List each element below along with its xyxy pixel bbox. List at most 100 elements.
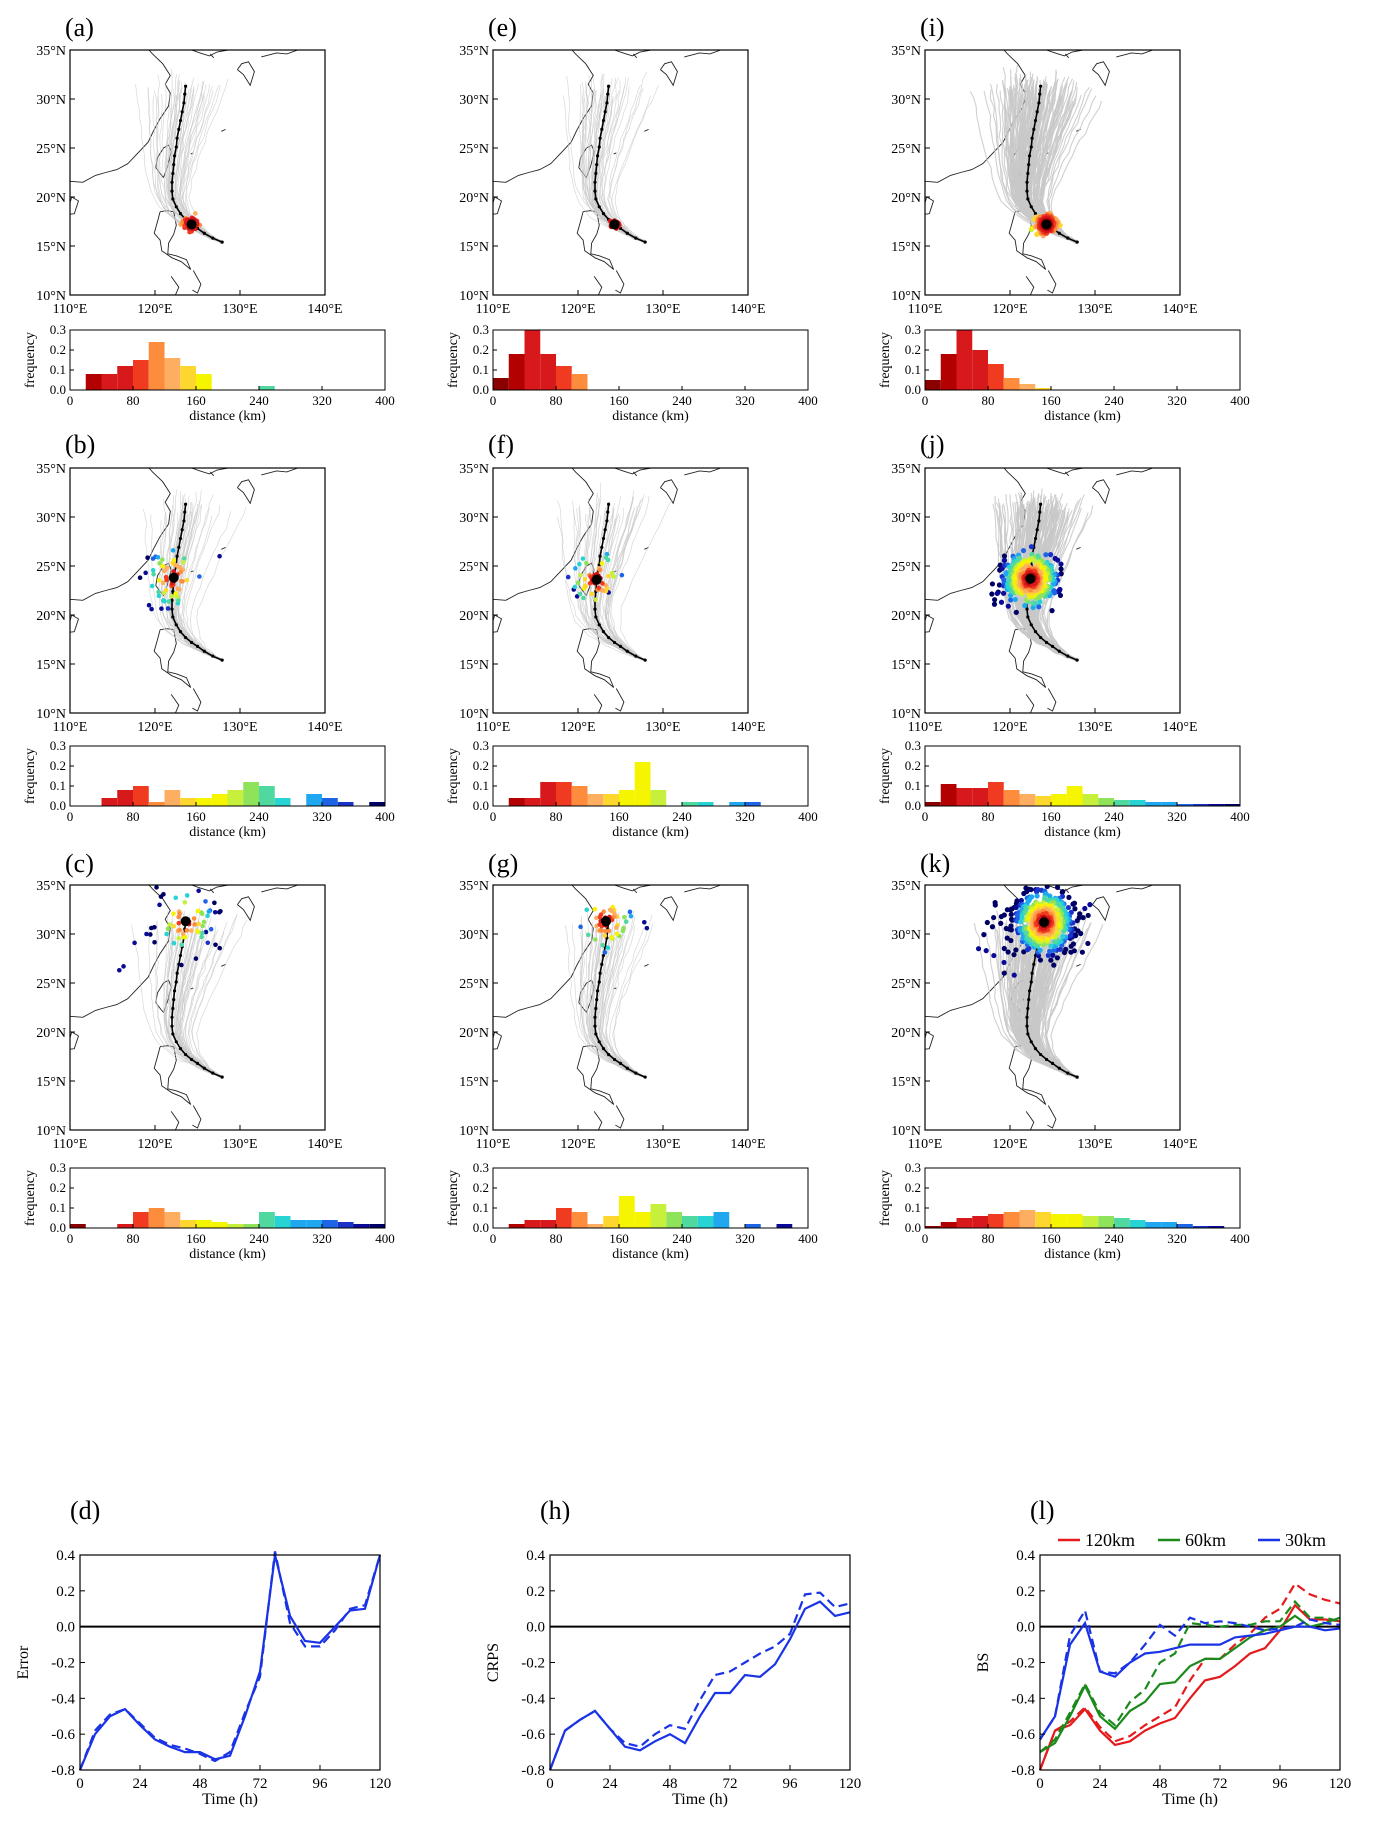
ensemble-track — [150, 514, 223, 660]
histogram-bar — [1019, 794, 1036, 806]
ensemble-position — [578, 572, 583, 578]
ensemble-position — [1048, 943, 1054, 949]
histogram-bar — [925, 802, 941, 806]
histogram-bar — [1066, 786, 1083, 806]
histogram-bar — [650, 1204, 667, 1228]
histogram-bar — [682, 1216, 698, 1228]
best-track-point — [607, 84, 611, 88]
best-track-point — [1027, 998, 1031, 1002]
histogram-bar — [925, 1226, 941, 1228]
y-tick-label: -0.8 — [51, 1763, 75, 1779]
best-track-point — [597, 980, 601, 984]
x-axis-label: Time (h) — [202, 1791, 258, 1808]
coastline — [660, 479, 678, 505]
y-tick-label: 30°N — [459, 511, 489, 526]
ensemble-track — [182, 916, 223, 1077]
hist-x-tick-label: 400 — [1230, 809, 1250, 824]
histogram-frame — [492, 1167, 809, 1229]
ensemble-track — [605, 910, 646, 1077]
hist-x-tick-label: 240 — [672, 809, 692, 824]
ensemble-track — [611, 95, 651, 242]
coastline — [1076, 546, 1081, 550]
ensemble-position — [1008, 937, 1014, 944]
panel-label: (l) — [1030, 1496, 1055, 1525]
y-tick-label: -0.6 — [521, 1727, 545, 1743]
best-track-point — [171, 615, 175, 619]
ensemble-track — [997, 498, 1078, 662]
histogram-bar — [180, 1220, 196, 1228]
x-tick-label: 120°E — [560, 720, 595, 735]
x-tick-label: 140°E — [730, 302, 765, 317]
hist-x-tick-label: 0 — [490, 393, 497, 408]
histogram-bar — [1066, 1214, 1083, 1228]
x-tick-label: 140°E — [307, 720, 342, 735]
hist-x-tick-label: 160 — [186, 809, 206, 824]
hist-y-tick-label: 0.0 — [473, 382, 489, 397]
x-tick-label: 0 — [546, 1776, 554, 1792]
hist-x-tick-label: 400 — [375, 393, 395, 408]
ensemble-position — [152, 924, 157, 930]
best-track-point — [605, 101, 609, 105]
histogram-bar — [148, 342, 165, 390]
histogram-frame — [924, 745, 1241, 807]
histogram-bar — [540, 354, 556, 390]
ensemble-position — [199, 910, 204, 915]
best-track-point — [595, 154, 600, 158]
coastline — [684, 885, 721, 893]
histogram-bar — [290, 1220, 307, 1228]
ensemble-position — [614, 931, 620, 937]
x-tick-label: 0 — [76, 1776, 84, 1792]
ensemble-position — [154, 885, 159, 890]
coastline — [170, 276, 180, 295]
histogram-bar — [322, 1220, 338, 1228]
hist-x-tick-label: 0 — [67, 1231, 74, 1246]
histogram-bar — [524, 1220, 541, 1228]
best-track-point — [182, 519, 186, 523]
coastline — [261, 50, 298, 58]
ensemble-track — [131, 924, 223, 1078]
hist-y-tick-label: 0.2 — [473, 758, 489, 773]
best-track-point — [1044, 640, 1049, 645]
line-chart: (l) 0 24 48 72 96 120 -0.8 -0.6 -0.4 -0.2 0.0 0.2 0.4… — [975, 1496, 1351, 1808]
histogram-bar — [1003, 790, 1020, 806]
best-track-point — [178, 118, 183, 123]
ensemble-position — [596, 585, 602, 591]
y-tick-label: 20°N — [36, 191, 66, 206]
best-track-point — [594, 171, 598, 176]
ensemble-position — [1058, 566, 1064, 572]
histogram-bar — [1129, 1220, 1146, 1228]
x-tick-label: 72 — [723, 1776, 738, 1792]
ensemble-position — [152, 940, 157, 945]
histogram-bar — [1177, 1224, 1193, 1228]
ensemble-position — [1049, 608, 1055, 614]
histogram: 0 80 160 240 320 400 0.0 0.1 0.2 0.3 distance (km)… — [23, 322, 395, 424]
ensemble-position — [205, 940, 211, 946]
ensemble-position — [1008, 597, 1014, 603]
best-track-point — [625, 649, 629, 653]
best-track-point — [597, 205, 601, 209]
histogram-bar — [1035, 796, 1051, 806]
histogram-bar — [1129, 800, 1146, 806]
coastline — [191, 885, 229, 892]
hist-y-tick-label: 0.1 — [905, 1200, 921, 1215]
ensemble-position — [609, 934, 615, 940]
coastline — [261, 885, 298, 893]
x-tick-label: 120°E — [992, 720, 1027, 735]
histogram-bar — [148, 802, 165, 806]
ensemble-position — [600, 942, 606, 948]
ensemble-position — [182, 900, 188, 905]
best-track-point — [174, 1040, 178, 1044]
ensemble-position — [605, 557, 611, 563]
map-frame — [924, 884, 1181, 1131]
hist-x-tick-label: 400 — [798, 393, 818, 408]
y-tick-label: 0.2 — [1016, 1584, 1035, 1600]
hist-x-tick-label: 0 — [922, 1231, 929, 1246]
ensemble-position — [165, 606, 171, 611]
line-chart: (h) 0 24 48 72 96 120 -0.8 -0.6 -0.4 -0.2 0.0 0.2 0.4… — [485, 1496, 861, 1808]
histogram-bar — [713, 1212, 730, 1228]
histogram-bar — [70, 1224, 86, 1228]
ensemble-position — [1024, 888, 1030, 895]
hist-x-tick-label: 0 — [490, 1231, 497, 1246]
coastline — [576, 628, 615, 688]
hist-xlabel: distance (km) — [189, 409, 266, 424]
